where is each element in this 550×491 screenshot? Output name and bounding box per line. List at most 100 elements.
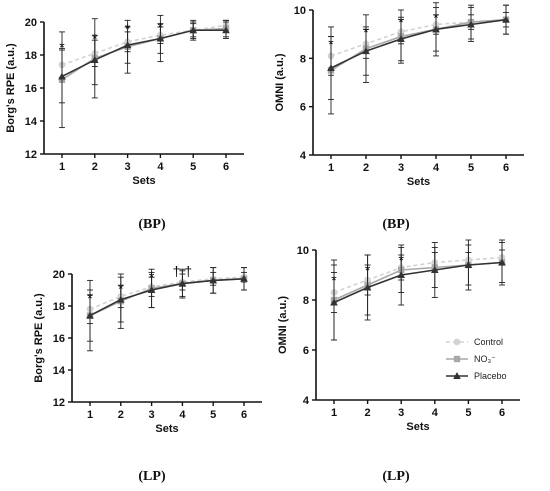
- y-axis-label: Borg's RPE (a.u.): [5, 43, 17, 133]
- y-axis-label: OMNI (a.u.): [274, 53, 286, 111]
- x-tick-label: 4: [179, 409, 186, 421]
- series-line: [89, 278, 245, 317]
- data-point: [397, 35, 405, 42]
- panel-caption: (BP): [382, 217, 410, 232]
- y-tick-label: 6: [303, 345, 309, 357]
- x-axis-label: Sets: [407, 176, 430, 188]
- data-point: [432, 25, 440, 33]
- x-tick-label: 2: [92, 161, 98, 173]
- data-point: [327, 64, 335, 71]
- legend-item: Placebo: [446, 371, 507, 381]
- x-tick-label: 3: [125, 161, 131, 173]
- y-tick-label: 16: [25, 83, 37, 95]
- y-tick-label: 10: [294, 5, 306, 17]
- series-line: [330, 18, 507, 72]
- x-tick-label: 6: [241, 409, 247, 421]
- x-tick-label: 4: [432, 407, 439, 419]
- x-tick-label: 5: [210, 409, 216, 421]
- legend-marker: [453, 338, 461, 346]
- x-tick-label: 1: [328, 162, 334, 174]
- x-tick-label: 6: [223, 161, 229, 173]
- significance-marker: *: [59, 39, 65, 55]
- x-tick-label: 3: [149, 409, 155, 421]
- y-tick-label: 12: [53, 397, 65, 409]
- significance-marker: *: [398, 252, 404, 268]
- legend-label: Placebo: [474, 371, 507, 381]
- y-axis-label: OMNI (a.u.): [277, 296, 289, 354]
- data-point: [464, 261, 473, 268]
- data-point: [363, 283, 372, 291]
- data-point: [467, 20, 475, 28]
- legend-item: Control: [446, 337, 503, 347]
- x-tick-label: 6: [503, 162, 509, 174]
- x-tick-label: 2: [365, 407, 371, 419]
- y-tick-label: 6: [300, 102, 306, 114]
- x-tick-label: 5: [465, 407, 471, 419]
- x-tick-label: 1: [87, 409, 93, 421]
- series-line: [333, 256, 503, 294]
- data-point: [431, 266, 439, 273]
- significance-marker: *: [87, 290, 93, 306]
- data-point: [502, 15, 510, 23]
- series-line: [89, 278, 245, 317]
- significance-marker: *: [363, 24, 369, 40]
- significance-marker: *: [92, 31, 98, 47]
- data-point: [209, 276, 217, 284]
- x-tick-label: 2: [363, 162, 369, 174]
- data-point: [498, 258, 506, 266]
- series-line: [330, 18, 507, 57]
- significance-marker: *: [149, 269, 155, 285]
- x-tick-label: 5: [468, 162, 474, 174]
- series-control: [330, 249, 506, 313]
- y-tick-label: 14: [53, 365, 66, 377]
- panel-caption: (LP): [138, 469, 166, 484]
- y-tick-label: 14: [25, 116, 38, 128]
- significance-marker: *: [158, 19, 164, 35]
- data-point: [362, 47, 370, 55]
- x-axis-label: Sets: [406, 421, 429, 433]
- x-tick-label: 5: [190, 161, 196, 173]
- x-tick-label: 4: [157, 161, 164, 173]
- data-point: [147, 286, 156, 293]
- data-point: [86, 311, 94, 319]
- series-line: [330, 18, 507, 69]
- y-tick-label: 12: [25, 149, 37, 161]
- series-line: [61, 27, 227, 81]
- legend-label: NO₃⁻: [474, 354, 496, 364]
- significance-marker: *: [331, 272, 337, 288]
- significance-marker: *: [125, 21, 131, 37]
- significance-marker: *: [118, 280, 124, 296]
- data-point: [330, 298, 338, 306]
- x-tick-label: 6: [499, 407, 505, 419]
- series-line: [333, 261, 503, 301]
- significance-marker: *: [328, 36, 334, 52]
- data-point: [91, 55, 99, 63]
- series-placebo: [58, 21, 230, 104]
- y-tick-label: 18: [53, 301, 65, 313]
- y-tick-label: 8: [303, 295, 309, 307]
- data-point: [178, 279, 187, 287]
- panel-caption: (BP): [138, 217, 166, 232]
- significance-marker: *: [365, 262, 371, 278]
- series-no: [327, 2, 510, 115]
- y-tick-label: 16: [53, 333, 65, 345]
- x-axis-label: Sets: [132, 175, 155, 187]
- series-line: [333, 261, 503, 304]
- series-line: [61, 24, 227, 66]
- y-axis-label: Borg's RPE (a.u.): [33, 293, 45, 383]
- x-tick-label: 1: [59, 161, 65, 173]
- legend-item: NO₃⁻: [446, 354, 496, 364]
- y-tick-label: 20: [25, 17, 37, 29]
- x-tick-label: 1: [331, 407, 337, 419]
- x-tick-label: 3: [398, 407, 404, 419]
- x-tick-label: 4: [433, 162, 440, 174]
- series-line: [61, 29, 226, 78]
- data-point: [189, 26, 197, 34]
- x-tick-label: 2: [118, 409, 124, 421]
- significance-marker: *: [433, 9, 439, 25]
